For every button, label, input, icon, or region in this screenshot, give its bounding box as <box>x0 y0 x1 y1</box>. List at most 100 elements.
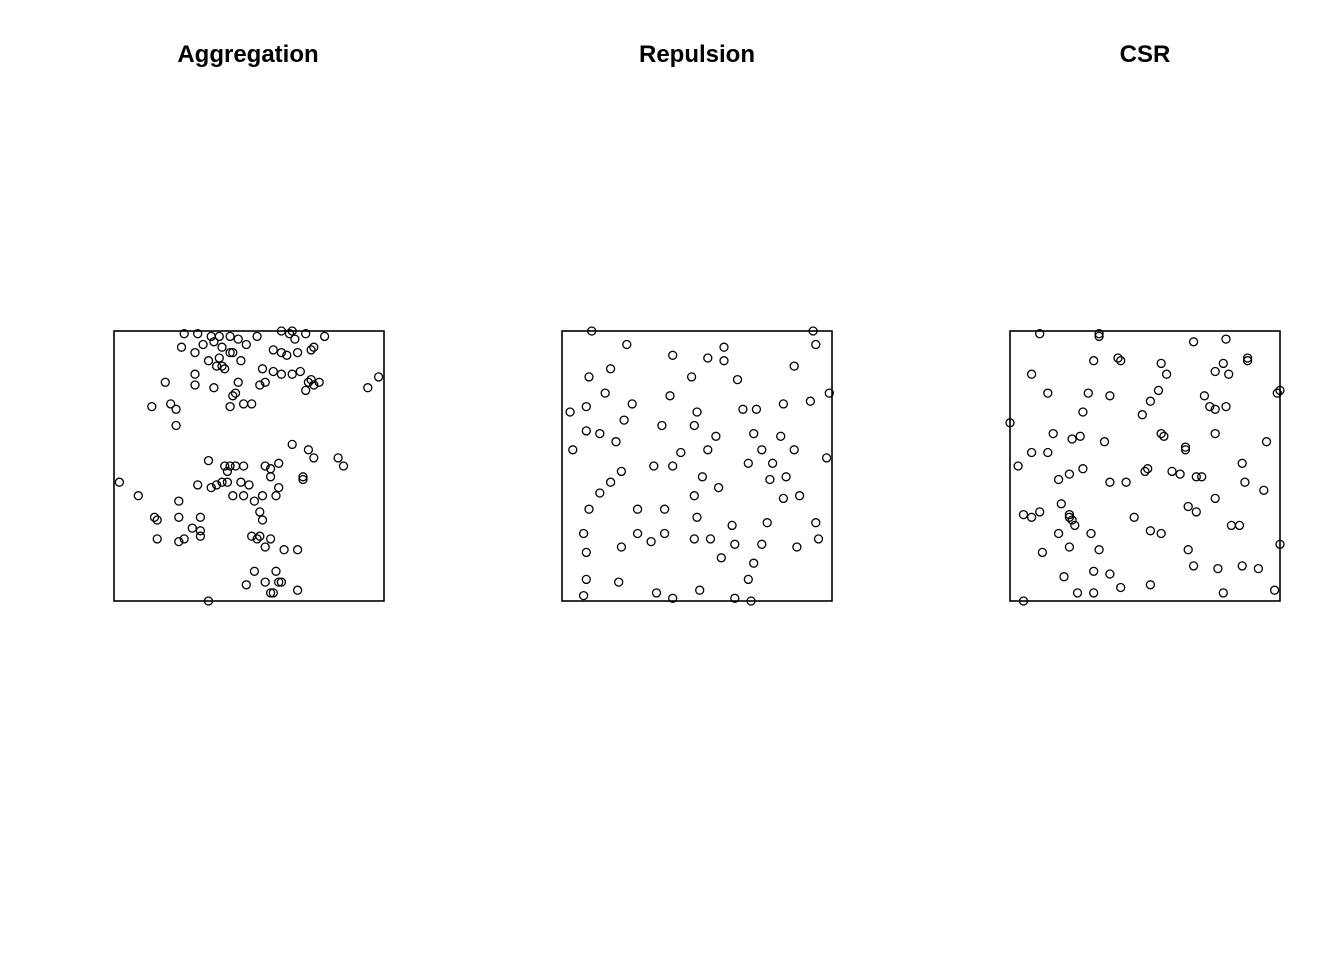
repulsion-point-34 <box>676 447 686 458</box>
csr-point-61 <box>1064 509 1075 520</box>
csr-point-57 <box>1056 499 1066 509</box>
repulsion-point-69 <box>792 542 802 552</box>
aggregation-point-65 <box>338 461 349 471</box>
repulsion-point-56 <box>692 512 702 522</box>
repulsion-point-58 <box>762 518 772 528</box>
repulsion-point-17 <box>665 391 675 401</box>
aggregation-point-108 <box>255 531 265 541</box>
aggregation-point-95 <box>149 512 160 522</box>
csr-point-67 <box>1156 528 1166 539</box>
csr-point-14 <box>1210 366 1220 377</box>
csr-point-22 <box>1205 401 1215 412</box>
csr-point-43 <box>1064 469 1075 479</box>
aggregation-point-88 <box>211 480 222 490</box>
csr-point-81 <box>1237 561 1247 571</box>
csr-point-37 <box>1261 437 1272 447</box>
aggregation-point-62 <box>303 445 314 455</box>
aggregation-point-52 <box>147 401 157 412</box>
aggregation-point-38 <box>287 369 297 379</box>
aggregation-point-27 <box>214 353 224 363</box>
aggregation-point-120 <box>268 588 278 598</box>
aggregation-point-48 <box>230 388 241 398</box>
repulsion-point-19 <box>738 404 748 414</box>
aggregation-point-55 <box>225 401 235 412</box>
aggregation-point-116 <box>260 577 270 587</box>
csr-point-13 <box>1161 369 1172 379</box>
csr-point-72 <box>1234 520 1245 531</box>
aggregation-point-37 <box>276 369 287 379</box>
repulsion-point-0 <box>587 326 597 336</box>
csr-point-27 <box>1078 407 1088 417</box>
repulsion-point-46 <box>713 482 724 493</box>
repulsion-point-82 <box>578 590 589 601</box>
repulsion-point-41 <box>767 458 778 468</box>
csr-point-4 <box>1221 334 1231 344</box>
csr-point-18 <box>1105 391 1115 401</box>
repulsion-point-80 <box>730 593 740 603</box>
aggregation-point-40 <box>303 377 314 387</box>
aggregation-point-13 <box>176 342 187 352</box>
repulsion-point-50 <box>689 491 699 501</box>
repulsion-point-59 <box>811 518 821 528</box>
aggregation-point-96 <box>174 512 184 522</box>
csr-title: CSR <box>1120 41 1171 68</box>
aggregation-panel: Aggregation <box>113 41 385 606</box>
csr-point-87 <box>1116 582 1126 593</box>
csr-point-44 <box>1078 464 1088 474</box>
aggregation-point-97 <box>195 512 206 522</box>
aggregation-point-36 <box>268 366 278 377</box>
csr-point-20 <box>1145 396 1156 406</box>
csr-point-34 <box>1156 428 1166 439</box>
csr-point-65 <box>1129 512 1139 522</box>
aggregation-point-117 <box>274 577 284 587</box>
csr-point-11 <box>1242 356 1253 366</box>
csr-point-50 <box>1197 472 1207 482</box>
aggregation-point-11 <box>284 329 295 339</box>
csr-point-85 <box>1059 572 1069 582</box>
aggregation-point-54 <box>171 404 181 414</box>
aggregation-point-9 <box>301 329 311 339</box>
repulsion-point-60 <box>578 528 589 539</box>
aggregation-point-5 <box>214 331 224 342</box>
aggregation-point-63 <box>309 453 319 463</box>
repulsion-point-29 <box>689 420 699 431</box>
csr-point-73 <box>1053 528 1064 539</box>
csr-point-42 <box>1013 461 1023 471</box>
repulsion-point-10 <box>605 364 616 374</box>
csr-point-17 <box>1083 388 1093 398</box>
repulsion-points <box>565 326 834 606</box>
aggregation-point-49 <box>255 380 265 390</box>
csr-point-7 <box>1116 356 1126 366</box>
aggregation-point-10 <box>319 331 330 342</box>
aggregation-point-76 <box>274 458 284 468</box>
repulsion-point-40 <box>743 458 753 468</box>
aggregation-point-94 <box>152 515 162 525</box>
aggregation-point-84 <box>271 491 281 501</box>
aggregation-point-59 <box>373 372 384 382</box>
aggregation-point-50 <box>260 377 270 387</box>
repulsion-point-55 <box>659 504 670 514</box>
repulsion-point-44 <box>616 466 627 477</box>
repulsion-point-81 <box>746 596 756 606</box>
aggregation-point-101 <box>257 515 268 525</box>
repulsion-point-39 <box>668 461 678 471</box>
aggregation-point-19 <box>241 339 251 350</box>
repulsion-point-30 <box>711 431 721 441</box>
repulsion-point-33 <box>568 445 578 455</box>
aggregation-point-118 <box>276 577 287 587</box>
repulsion-point-48 <box>781 472 791 482</box>
aggregation-point-34 <box>233 377 243 387</box>
csr-point-45 <box>1140 466 1150 477</box>
aggregation-point-45 <box>160 377 170 387</box>
csr-point-5 <box>1089 356 1099 366</box>
aggregation-point-107 <box>195 531 206 541</box>
csr-point-90 <box>1089 588 1099 598</box>
aggregation-point-44 <box>301 385 311 396</box>
csr-point-78 <box>1183 545 1193 555</box>
aggregation-point-8 <box>287 326 297 336</box>
csr-point-49 <box>1191 472 1201 482</box>
repulsion-point-63 <box>646 536 656 547</box>
aggregation-point-35 <box>257 364 268 374</box>
csr-point-64 <box>1070 520 1080 531</box>
csr-point-9 <box>1218 358 1228 369</box>
